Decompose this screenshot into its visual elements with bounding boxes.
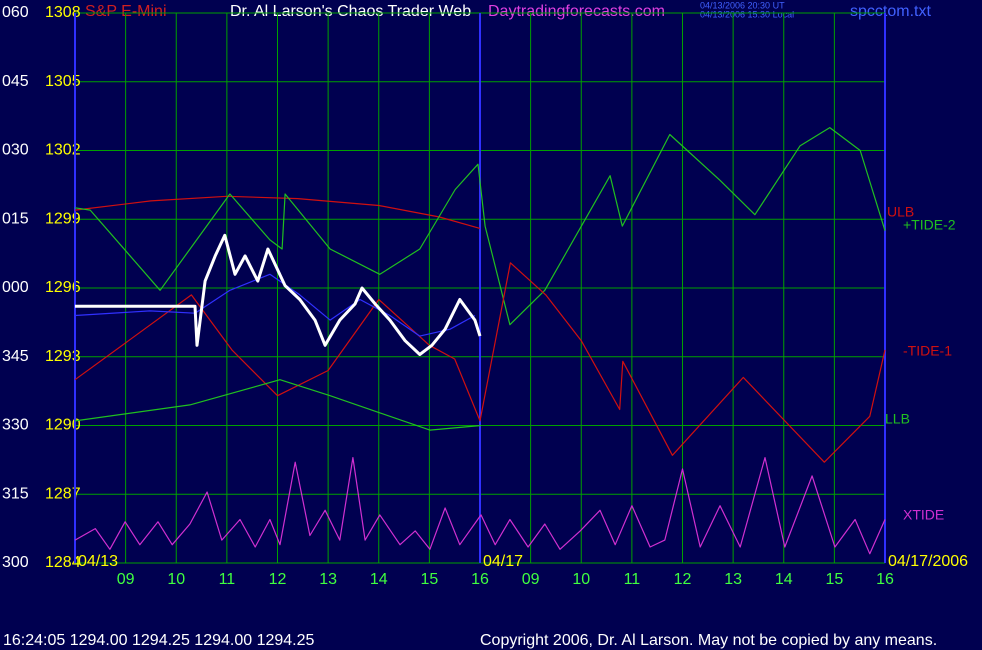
y2-tick-label: 060: [2, 4, 29, 21]
y-tick-label: 1290: [45, 417, 81, 434]
y-tick-label: 1302: [45, 142, 81, 159]
y2-tick-label: 315: [2, 485, 29, 502]
x-tick-label: 16: [876, 571, 894, 588]
series-label: ULB: [887, 204, 914, 220]
series-line: [74, 273, 476, 337]
y2-tick-label: 030: [2, 142, 29, 159]
series-line: [75, 233, 482, 356]
x-tick-label: 12: [674, 571, 692, 588]
y2-tick-label: 015: [2, 210, 29, 227]
series-label: +TIDE-2: [903, 217, 956, 233]
series-label: XTIDE: [903, 507, 944, 523]
x-tick-label: 09: [522, 571, 540, 588]
y2-tick-label: 330: [2, 417, 29, 434]
x-tick-label: 14: [775, 571, 793, 588]
y-tick-label: 1305: [45, 73, 81, 90]
y-tick-label: 1287: [45, 485, 81, 502]
x-tick-label: 13: [319, 571, 337, 588]
date-label: 04/17/2006: [888, 553, 968, 570]
instrument-label: S&P E-Mini: [85, 3, 167, 20]
status-line: 16:24:05 1294.00 1294.25 1294.00 1294.25: [3, 632, 315, 649]
y-tick-label: 1284: [45, 554, 81, 571]
series-line: [74, 379, 482, 431]
y2-tick-label: 000: [2, 279, 29, 296]
x-tick-label: 12: [269, 571, 287, 588]
series-line: [74, 127, 886, 326]
timestamp: 04/13/2006 15:30 Local: [700, 9, 794, 19]
website: Daytradingforecasts.com: [488, 3, 665, 20]
y2-tick-label: 345: [2, 348, 29, 365]
series-label: -TIDE-1: [903, 343, 952, 359]
x-tick-label: 14: [370, 571, 388, 588]
series-label: LLB: [885, 411, 910, 427]
series-line: [74, 457, 886, 555]
y-tick-label: 1293: [45, 348, 81, 365]
x-tick-label: 09: [117, 571, 135, 588]
x-tick-label: 11: [624, 571, 641, 588]
y2-tick-label: 300: [2, 554, 29, 571]
y-tick-label: 1296: [45, 279, 81, 296]
y2-tick-label: 045: [2, 73, 29, 90]
x-tick-label: 11: [219, 571, 236, 588]
x-tick-label: 15: [825, 571, 843, 588]
chart-title: Dr. Al Larson's Chaos Trader Web: [230, 3, 471, 20]
x-tick-label: 16: [471, 571, 489, 588]
x-tick-label: 10: [572, 571, 590, 588]
x-tick-label: 13: [724, 571, 742, 588]
y-tick-label: 1308: [45, 4, 81, 21]
file-name: spcctom.txt: [850, 3, 931, 20]
x-tick-label: 10: [167, 571, 185, 588]
date-label: 04/13: [78, 553, 118, 570]
date-label: 04/17: [483, 553, 523, 570]
x-tick-label: 15: [420, 571, 438, 588]
timestamp: 04/13/2006 20:30 UT: [700, 0, 785, 10]
series-line: [74, 262, 886, 463]
y-tick-label: 1299: [45, 210, 81, 227]
copyright: Copyright 2006, Dr. Al Larson. May not b…: [480, 632, 937, 649]
